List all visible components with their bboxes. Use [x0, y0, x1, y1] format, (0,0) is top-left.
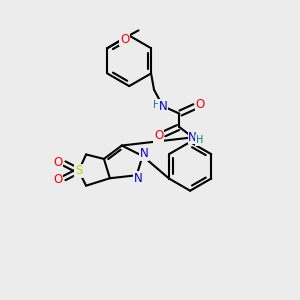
Text: N: N: [188, 131, 197, 144]
Text: O: O: [120, 33, 129, 46]
Text: N: N: [159, 100, 167, 113]
Text: O: O: [53, 172, 62, 186]
Text: S: S: [75, 164, 82, 177]
Text: H: H: [153, 100, 160, 110]
Text: N: N: [140, 147, 148, 160]
Text: N: N: [134, 172, 142, 185]
Text: O: O: [154, 129, 163, 142]
Text: H: H: [196, 135, 203, 145]
Text: O: O: [196, 98, 205, 111]
Text: O: O: [53, 156, 62, 169]
